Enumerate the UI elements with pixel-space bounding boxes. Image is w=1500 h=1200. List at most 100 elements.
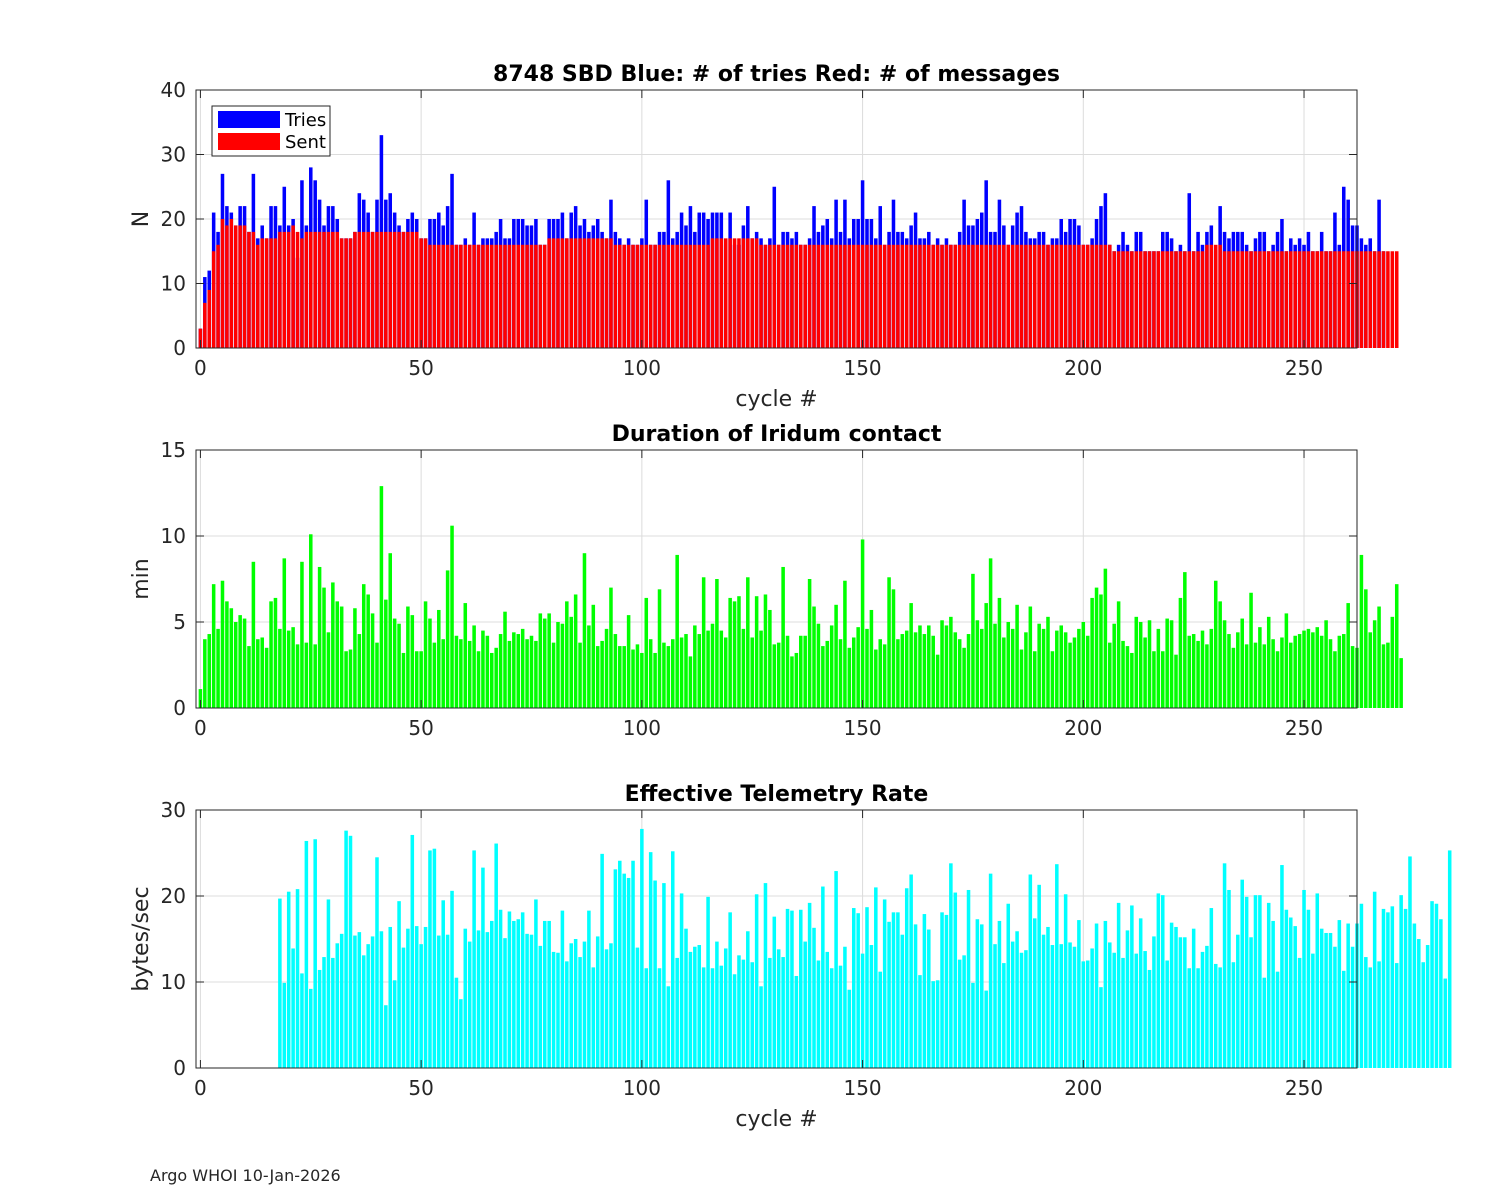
bar [1072, 244, 1077, 348]
bar [459, 639, 463, 708]
bar [520, 244, 525, 348]
bar [1041, 244, 1046, 348]
bar [375, 857, 379, 1068]
bar [437, 609, 441, 708]
bar [993, 944, 997, 1068]
bar [953, 892, 958, 1068]
bar [335, 231, 340, 348]
bar [1368, 967, 1373, 1068]
bar [860, 953, 865, 1068]
bar [1333, 251, 1337, 348]
bar [556, 952, 560, 1068]
bar [754, 596, 759, 708]
bar [233, 225, 238, 348]
bar [282, 558, 287, 708]
bar [944, 244, 949, 348]
bar [1085, 960, 1090, 1068]
bar [697, 945, 702, 1068]
bar [1417, 939, 1421, 1068]
bar [1010, 628, 1015, 708]
bar [927, 244, 931, 348]
bar [256, 639, 260, 708]
bar [1028, 244, 1033, 348]
bar [812, 244, 816, 348]
bar [657, 589, 662, 708]
bar [551, 951, 556, 1068]
bar [1015, 604, 1019, 708]
bar [1364, 251, 1368, 348]
bar [763, 594, 768, 708]
bar [1337, 635, 1342, 708]
bar [847, 647, 852, 708]
series-sent [198, 219, 1399, 348]
bar [834, 244, 838, 348]
bar [834, 604, 838, 708]
bar [591, 238, 596, 348]
bar [922, 914, 927, 1068]
bar [304, 642, 309, 708]
bar [573, 594, 578, 708]
bar [1169, 922, 1174, 1068]
bar [679, 637, 684, 708]
bar [706, 630, 710, 708]
bar [675, 554, 679, 708]
bar [476, 930, 481, 1068]
bar [626, 877, 631, 1068]
bar [697, 244, 702, 348]
bar [551, 238, 556, 348]
bar [931, 244, 935, 348]
series-rate [278, 828, 1452, 1068]
bar [309, 231, 313, 348]
bar [1240, 879, 1244, 1068]
bar [225, 601, 229, 708]
bar [803, 244, 807, 348]
bar [613, 244, 618, 348]
x-tick-label: 100 [623, 1076, 661, 1100]
bar [1019, 244, 1024, 348]
bar [776, 949, 781, 1068]
bar [825, 951, 830, 1068]
bar [662, 883, 666, 1068]
bar [693, 946, 697, 1068]
bar [1015, 931, 1019, 1068]
bar [419, 944, 423, 1068]
bar [220, 580, 225, 708]
bar [1439, 919, 1443, 1068]
bar [966, 634, 971, 708]
bar [1408, 856, 1412, 1068]
bar [600, 640, 604, 708]
bar [653, 652, 657, 708]
bar [860, 539, 865, 708]
bar [882, 899, 887, 1068]
bar [971, 982, 975, 1068]
bar [1138, 918, 1143, 1068]
bar [1103, 920, 1108, 1068]
bar [366, 594, 370, 708]
bar [401, 231, 406, 348]
bar [1205, 244, 1209, 348]
chart-panel-1: 0 50 100 150 200 250 0 10 20 30 40 8748 SBD Blue: #… [129, 62, 1399, 412]
bar [1055, 864, 1059, 1068]
bar [388, 553, 393, 708]
bar [1306, 251, 1311, 348]
bar [286, 891, 291, 1068]
bar [357, 231, 362, 348]
bar [317, 969, 322, 1068]
bar [622, 873, 626, 1068]
bar [516, 244, 521, 348]
bar [1324, 932, 1328, 1068]
bar [1368, 632, 1373, 708]
bar [1350, 946, 1355, 1068]
bar [754, 894, 759, 1068]
bar [1059, 944, 1063, 1068]
bar [1368, 251, 1373, 348]
bar [843, 580, 847, 708]
bar [856, 913, 860, 1068]
bar [1341, 251, 1346, 348]
bar [679, 244, 684, 348]
bar [233, 622, 238, 708]
bar [538, 613, 543, 708]
bar [984, 990, 988, 1068]
bar [1280, 865, 1284, 1068]
y-tick-label: 30 [161, 798, 186, 822]
